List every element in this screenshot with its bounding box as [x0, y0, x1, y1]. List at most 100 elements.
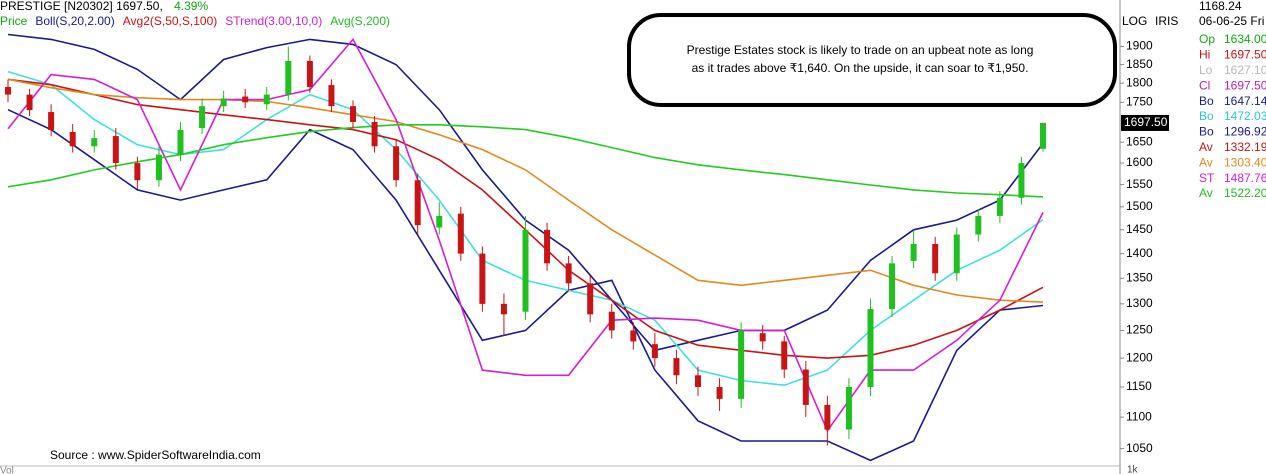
panel-label: Av [1199, 140, 1213, 154]
candle-body [522, 229, 529, 312]
candle-body [479, 253, 486, 304]
y-tick-label: 1800 [1126, 75, 1153, 89]
plot-area [5, 33, 1046, 462]
symbol: PRESTIGE [N20302] [0, 0, 113, 13]
candle-body [1040, 122, 1046, 149]
price: 1697.50, [116, 0, 163, 13]
panel-top: 1168.24 [1199, 0, 1242, 13]
change: 4.39% [174, 0, 208, 13]
last-price-box [1121, 114, 1169, 131]
candle-body [155, 154, 162, 181]
candle-body [824, 404, 831, 430]
candle-body [759, 333, 766, 342]
y-tick-label: 1400 [1126, 246, 1153, 260]
legend-item: Avg(S,200) [330, 14, 390, 28]
info-panel: Op 1634.00 Hi 1697.50 Lo 1627.10 Cl 1697.50 Bo 16… [1199, 32, 1266, 200]
candle-body [436, 215, 443, 228]
candle-body [285, 60, 292, 95]
annotation-line: Prestige Estates stock is likely to trad… [687, 43, 1034, 57]
candle-body [457, 213, 464, 254]
overlay-line [7, 78, 1044, 303]
candle-body [371, 121, 378, 147]
panel-label: Cl [1199, 78, 1210, 92]
candle-body [48, 112, 55, 130]
y-tick-label: 1350 [1126, 270, 1153, 284]
panel-value: 1487.76 [1224, 171, 1266, 185]
candle-body [802, 369, 809, 405]
candle-body [242, 96, 249, 103]
header: PRESTIGE [N20302] 1697.50, 4.39% [0, 0, 208, 13]
legend: Price Boll(S,20,2.00) Avg2(S,50,S,100) STre… [0, 14, 390, 28]
panel-label: Av [1199, 186, 1213, 200]
y-tick-label: 1600 [1126, 155, 1153, 169]
candle-body [306, 60, 313, 87]
legend-item: Price [0, 14, 28, 28]
y-tick-label: 1300 [1126, 296, 1153, 310]
panel-value: 1472.03 [1224, 109, 1266, 123]
overlay-line [7, 108, 1044, 462]
annotation-line: as it trades above ₹1,640. On the upside… [692, 61, 1029, 75]
panel-value: 1627.10 [1224, 63, 1266, 77]
vol-label: Vol [0, 466, 14, 474]
panel-value: 1303.40 [1224, 155, 1266, 169]
candle-body [328, 85, 335, 107]
panel-value: 1647.14 [1224, 94, 1266, 108]
candle-body [953, 234, 960, 274]
y-tick-label: 1650 [1126, 134, 1153, 148]
panel-top: 06-06-25 Fri [1199, 14, 1264, 28]
y-tick-label: 1750 [1126, 94, 1153, 108]
candle-body [565, 263, 572, 284]
candle-body [199, 106, 206, 128]
panel-value: 1697.50 [1224, 78, 1266, 92]
scale-label: IRIS [1155, 14, 1178, 28]
y-axis: 1050 1100 1150 1200 1250 1300 1350 1400 1450 1500… [1120, 39, 1169, 455]
candle-body [651, 344, 658, 359]
y-tick-label: 1500 [1126, 199, 1153, 213]
panel-label: ST [1199, 171, 1215, 185]
y-tick-label: 1900 [1126, 39, 1153, 53]
vol-axis-label: 1k [1127, 465, 1139, 474]
candle-body [738, 330, 745, 399]
candle-body [716, 386, 723, 399]
legend-item: Boll(S,20,2.00) [35, 14, 114, 28]
y-tick-label: 1450 [1126, 222, 1153, 236]
legend-item: Avg2(S,50,S,100) [123, 14, 218, 28]
candle-body [587, 283, 594, 315]
panel-value: 1697.50 [1224, 48, 1266, 62]
candle-body [608, 311, 615, 331]
candle-body [1018, 163, 1025, 198]
candle-body [112, 136, 119, 164]
candle-body [26, 94, 33, 111]
panel-value: 1522.20 [1224, 186, 1266, 200]
candle-body [695, 375, 701, 387]
y-tick-label: 1100 [1126, 409, 1152, 423]
candle-body [630, 330, 637, 342]
y-tick-label: 1200 [1126, 350, 1153, 364]
panel-value: 1634.00 [1224, 32, 1266, 46]
candle-body [69, 132, 76, 147]
candle-body [500, 303, 507, 315]
candle-body [414, 180, 421, 226]
candle-body [393, 146, 400, 181]
y-tick-label: 1050 [1126, 441, 1153, 455]
scale-label: LOG [1122, 14, 1147, 28]
panel-label: Op [1199, 32, 1215, 46]
candle-body [220, 98, 227, 107]
panel-label: Av [1199, 155, 1213, 169]
candle-body [996, 197, 1003, 216]
candle-body [673, 358, 680, 376]
candle-body [932, 243, 939, 274]
candle-body [177, 129, 184, 155]
annotation-box [627, 13, 1117, 107]
candle-body [91, 138, 98, 147]
candle-body [889, 263, 896, 310]
candle-body [975, 215, 982, 235]
candle-body [867, 309, 874, 387]
panel-label: Bo [1199, 94, 1214, 108]
source: Source : www.SpiderSoftwareIndia.com [50, 448, 261, 462]
panel-label: Bo [1199, 125, 1214, 139]
candle-body [5, 86, 11, 95]
y-tick-label: 1850 [1126, 57, 1153, 71]
panel-label: Bo [1199, 109, 1214, 123]
